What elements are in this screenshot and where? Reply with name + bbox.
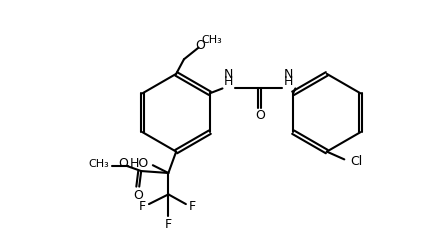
Text: O: O bbox=[255, 109, 265, 122]
Text: O: O bbox=[196, 39, 205, 52]
Text: Cl: Cl bbox=[350, 155, 362, 168]
Text: F: F bbox=[139, 200, 146, 213]
Text: N: N bbox=[284, 68, 293, 81]
Text: F: F bbox=[189, 200, 196, 213]
Text: F: F bbox=[165, 218, 172, 231]
Text: HO: HO bbox=[129, 157, 149, 170]
Text: CH₃: CH₃ bbox=[202, 35, 223, 45]
Text: CH₃: CH₃ bbox=[88, 159, 109, 169]
Text: N: N bbox=[223, 68, 233, 81]
Text: O: O bbox=[133, 189, 143, 202]
Text: O: O bbox=[118, 157, 128, 170]
Text: H: H bbox=[223, 75, 233, 88]
Text: H: H bbox=[284, 75, 293, 88]
